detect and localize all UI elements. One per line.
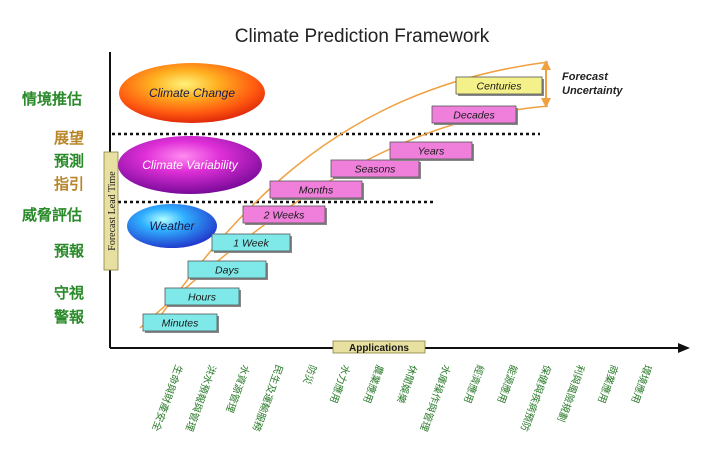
ellipse-label-climate-variability: Climate Variability [142, 158, 239, 172]
ellipse-label-weather: Weather [149, 219, 195, 233]
forecast-uncertainty-line2: Uncertainty [562, 85, 623, 97]
y-axis-label-box [103, 151, 119, 271]
time-scale-box-0: Minutes [142, 313, 219, 333]
left-label-1: 展望 [54, 129, 84, 147]
y-axis-label: Forecast Lead Time [107, 171, 118, 251]
application-label-6: 農業應用 [361, 363, 387, 405]
application-label-3: 民生及運輸服務 [250, 363, 286, 433]
application-label-7: 休閒娛樂 [394, 363, 420, 405]
time-scale-box-4: 2 Weeks [242, 205, 327, 225]
application-label-9: 經濟應用 [461, 363, 487, 405]
time-scale-label-9: Centuries [477, 81, 523, 93]
application-label-13: 商業應用 [595, 363, 621, 405]
time-scale-box-1: Hours [164, 287, 241, 307]
left-label-4: 威脅評估 [22, 206, 82, 224]
time-scale-box-8: Decades [431, 105, 518, 125]
x-axis-label-box [332, 340, 426, 354]
left-label-5: 預報 [54, 242, 85, 260]
application-label-10: 能源應用 [495, 363, 521, 405]
time-scale-label-8: Decades [453, 110, 495, 122]
application-label-12: 利與風險規劃 [555, 363, 588, 424]
time-scale-box-2: Days [187, 260, 268, 280]
left-label-0: 情境推估 [22, 90, 82, 108]
time-scale-box-7: Years [389, 141, 474, 161]
time-scale-box-9: Centuries [455, 76, 544, 96]
application-label-5: 水力應用 [327, 363, 353, 405]
time-scale-label-7: Years [418, 146, 446, 158]
x-axis-label: Applications [349, 343, 409, 354]
application-label-14: 環境應用 [629, 363, 655, 405]
application-label-4: 防災 [300, 363, 319, 386]
time-scale-label-6: Seasons [355, 164, 397, 176]
application-label-1: 洪水預報與管理 [183, 363, 219, 433]
time-scale-label-2: Days [215, 265, 240, 277]
left-label-7: 警報 [53, 308, 85, 326]
uncertainty-arrow-top [541, 60, 551, 70]
application-label-8: 水庫操作與管理 [417, 363, 453, 433]
ellipse-climate-variability: Climate Variability [118, 136, 262, 194]
left-label-6: 守視 [54, 284, 84, 302]
diagram-title: Climate Prediction Framework [235, 26, 490, 47]
x-axis-arrow [678, 343, 690, 353]
application-label-2: 水資源管理 [223, 363, 252, 414]
time-scale-box-5: Months [269, 180, 364, 200]
ellipse-label-climate-change: Climate Change [149, 86, 235, 100]
left-label-3: 指引 [54, 175, 84, 193]
time-scale-box-6: Seasons [330, 159, 421, 179]
application-label-11: 保健與疾病預防 [518, 363, 554, 433]
time-scale-label-3: 1 Week [233, 238, 269, 250]
time-scale-label-4: 2 Weeks [263, 210, 305, 222]
time-scale-label-0: Minutes [162, 318, 200, 330]
time-scale-label-1: Hours [188, 292, 217, 304]
ellipse-weather: Weather [127, 204, 217, 248]
application-label-0: 生命與財產安全 [149, 363, 185, 433]
ellipse-climate-change: Climate Change [119, 63, 265, 123]
uncertainty-arrow-bottom [541, 98, 551, 108]
left-label-2: 預測 [54, 152, 84, 170]
forecast-uncertainty-line1: Forecast [562, 71, 609, 83]
time-scale-label-5: Months [299, 185, 334, 197]
time-scale-box-3: 1 Week [211, 233, 292, 253]
